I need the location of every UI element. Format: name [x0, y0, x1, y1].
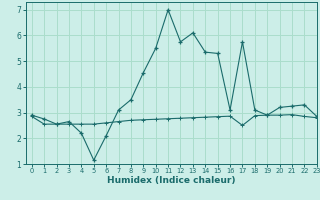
X-axis label: Humidex (Indice chaleur): Humidex (Indice chaleur) [107, 176, 236, 185]
